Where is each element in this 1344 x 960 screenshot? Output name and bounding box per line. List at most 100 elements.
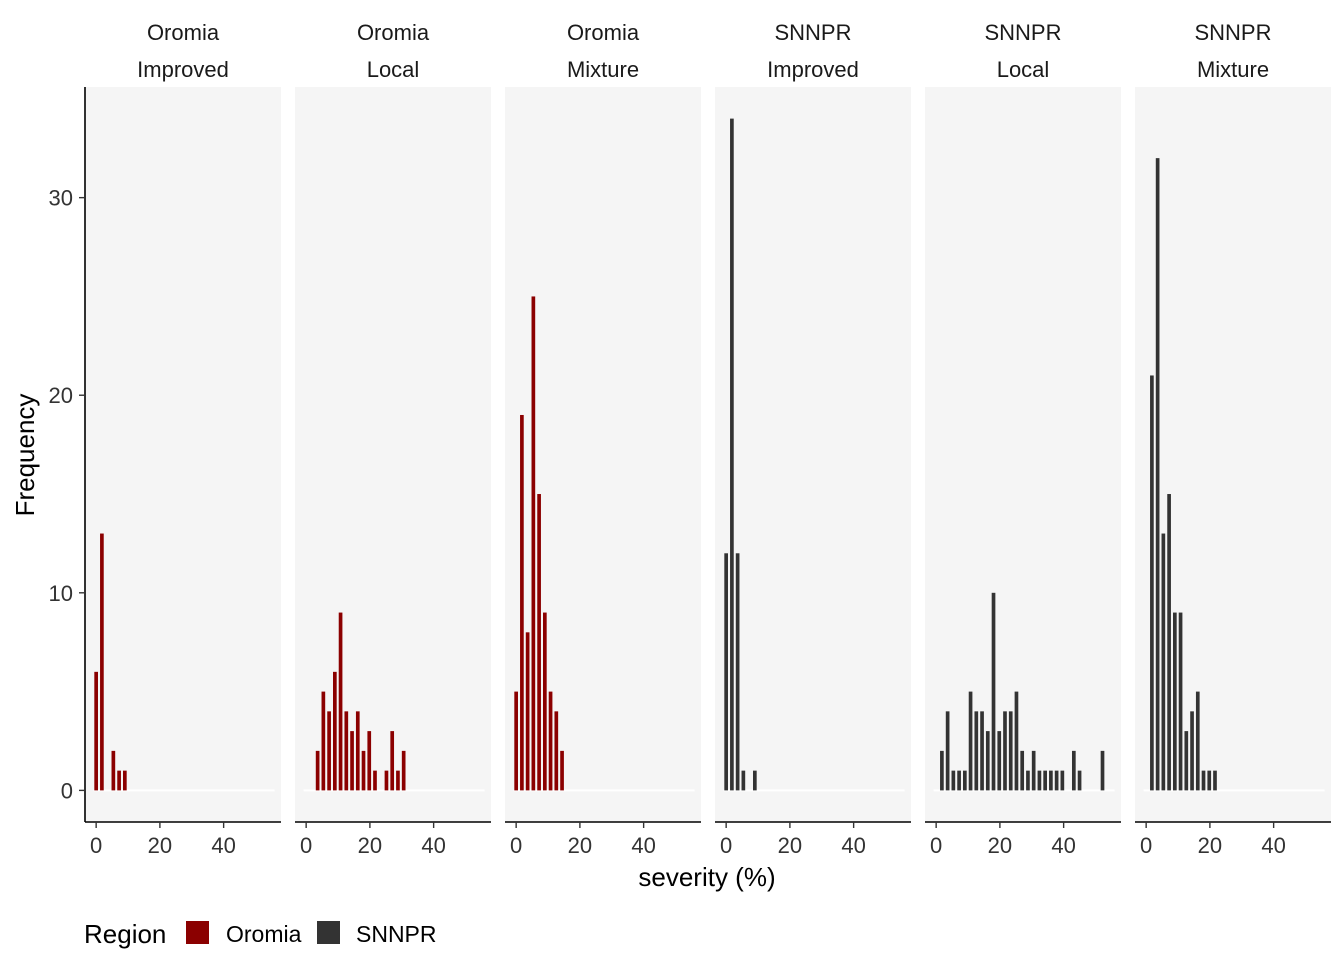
histogram-bar [968,691,973,791]
x-tick-label: 20 [148,833,172,858]
histogram-bar [1178,612,1183,791]
histogram-bar [1037,770,1042,791]
x-tick-label: 40 [841,833,865,858]
histogram-bar [401,750,406,791]
x-tick-label: 40 [211,833,235,858]
histogram-bar [951,770,956,791]
histogram-bar [94,671,98,791]
histogram-bar [548,691,553,791]
histogram-bar [985,731,990,791]
panel-oromia-local: Oromia Local [295,20,491,822]
histogram-bar [1184,731,1189,791]
histogram-bar [390,731,395,791]
x-tick-label: 0 [930,833,942,858]
histogram-bar [980,711,984,791]
panel-snnpr-mixture: SNNPR Mixture [1135,20,1331,822]
strip-label-region: Oromia [567,20,640,45]
histogram-bar [753,770,757,791]
histogram-bar [1020,750,1025,791]
histogram-bar [367,731,372,791]
histogram-bar [560,750,564,791]
panel-snnpr-local: SNNPR Local [925,20,1121,822]
y-tick-label: 10 [49,581,73,606]
histogram-bar [735,553,740,791]
histogram-bar [730,118,734,791]
histogram-bar [338,612,343,791]
histogram-bar [1190,711,1194,791]
histogram-bar [117,770,121,791]
x-tick-label: 40 [631,833,655,858]
y-tick-label: 0 [61,778,73,803]
histogram-bar [100,533,104,791]
histogram-bar [1060,770,1065,791]
histogram-bar [321,691,326,791]
x-tick-label: 20 [988,833,1012,858]
axes-layer: 0 20 40 0 20 40 0 20 40 0 20 40 0 20 40 0 20 40 0 10 20 30 [49,87,1331,858]
histogram-bar [1031,750,1036,791]
histogram-bar [1150,375,1154,791]
histogram-bar [1026,770,1030,791]
y-tick-label: 20 [49,383,73,408]
histogram-bar [1167,494,1171,791]
histogram-bar [361,750,366,791]
histogram-bar [1213,770,1217,791]
legend-swatch-snnpr [317,921,340,944]
histogram-bar [1008,711,1013,791]
histogram-bar [974,711,979,791]
histogram-bar [957,770,961,791]
histogram-bar [1100,750,1105,791]
strip-label-region: Oromia [357,20,430,45]
y-axis-title: Frequency [10,394,40,517]
histogram-bar [741,770,746,791]
x-tick-label: 20 [358,833,382,858]
histogram-bar [997,731,1002,791]
histogram-bar [991,592,996,791]
histogram-bar [123,770,127,791]
x-axis-title: severity (%) [638,862,775,892]
histogram-bar [396,770,400,791]
histogram-bar [111,750,116,791]
histogram-bar [355,711,360,791]
strip-label-region: SNNPR [1194,20,1271,45]
histogram-bar [514,691,518,791]
x-tick-label: 40 [1051,833,1075,858]
histogram-bar [384,770,389,791]
legend-swatch-oromia [186,921,209,944]
legend-title: Region [84,919,166,949]
histogram-bar [373,770,377,791]
y-tick-label: 30 [49,186,73,211]
histogram-bar [945,711,950,791]
panel-background [925,87,1121,822]
x-tick-label: 0 [720,833,732,858]
histogram-bar [940,750,944,791]
histogram-bar [1043,770,1047,791]
x-tick-label: 20 [568,833,592,858]
histogram-bar [525,632,530,791]
strip-label-variety: Improved [767,57,859,82]
histogram-bar [350,731,354,791]
histogram-bar [1054,770,1059,791]
panel-oromia-improved: Oromia Improved [85,20,281,822]
x-tick-label: 20 [1198,833,1222,858]
x-tick-label: 0 [300,833,312,858]
legend-label-oromia: Oromia [226,921,302,947]
histogram-bar [1201,770,1206,791]
panel-background [85,87,281,822]
x-tick-label: 40 [1261,833,1285,858]
legend-label-snnpr: SNNPR [356,921,437,947]
histogram-bar [315,750,320,791]
panel-background [715,87,911,822]
histogram-bar [520,414,524,791]
histogram-bar [1014,691,1019,791]
histogram-bar [1161,533,1166,791]
histogram-bar [1049,770,1053,791]
histogram-bar [1077,770,1082,791]
histogram-bar [333,671,337,791]
histogram-bar [1071,750,1076,791]
strip-label-variety: Local [367,57,420,82]
strip-label-variety: Mixture [567,57,639,82]
x-tick-label: 40 [421,833,445,858]
histogram-bar [554,711,559,791]
strip-label-variety: Improved [137,57,229,82]
